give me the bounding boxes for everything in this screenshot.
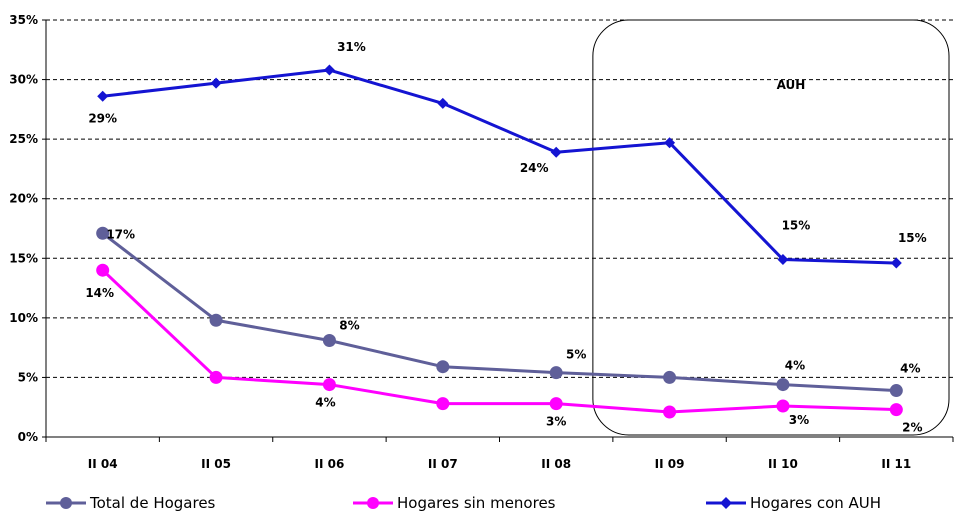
- legend-label-sin-menores: Hogares sin menores: [397, 494, 556, 512]
- data-point: [436, 397, 450, 411]
- legend-label-con-auh: Hogares con AUH: [750, 494, 882, 512]
- legend-item-con-auh: Hogares con AUH: [706, 494, 881, 512]
- data-point: [890, 257, 902, 269]
- y-tick-label: 25%: [9, 132, 38, 146]
- data-label: 8%: [339, 318, 359, 332]
- x-tick-label: II 05: [201, 457, 231, 471]
- legend-marker-circle-icon: [353, 497, 393, 509]
- auh-annotation: AUH: [592, 19, 950, 436]
- data-label: 24%: [520, 161, 549, 175]
- series-lines: [96, 64, 903, 419]
- data-point: [663, 370, 677, 384]
- data-point: [550, 146, 562, 158]
- data-label: 4%: [900, 362, 920, 376]
- data-label: 3%: [789, 413, 809, 427]
- grid-lines: [46, 19, 953, 378]
- data-point: [322, 378, 336, 392]
- data-point: [776, 378, 790, 392]
- data-point: [322, 333, 336, 347]
- x-tick-label: II 04: [88, 457, 118, 471]
- legend-item-sin-menores: Hogares sin menores: [353, 494, 555, 512]
- data-label: 15%: [782, 218, 811, 232]
- legend-marker-circle-icon: [46, 497, 86, 509]
- data-point: [96, 263, 110, 277]
- y-tick-label: 20%: [9, 192, 38, 206]
- data-point: [549, 397, 563, 411]
- data-point: [209, 313, 223, 327]
- data-label: 2%: [902, 421, 922, 435]
- data-label: 29%: [88, 111, 117, 125]
- data-point: [209, 370, 223, 384]
- data-label: 14%: [85, 286, 114, 300]
- data-point: [210, 77, 222, 89]
- data-point: [776, 399, 790, 413]
- data-label: 4%: [315, 396, 335, 410]
- legend-marker-diamond-icon: [706, 497, 746, 509]
- data-point: [664, 137, 676, 149]
- y-tick-label: 10%: [9, 311, 38, 325]
- data-point: [663, 405, 677, 419]
- data-point: [437, 97, 449, 109]
- data-label: 4%: [785, 359, 805, 373]
- legend-item-total: Total de Hogares: [46, 494, 215, 512]
- data-label: 31%: [337, 40, 366, 54]
- annotation-label: AUH: [777, 78, 806, 92]
- annotation-box: [592, 19, 950, 436]
- data-point: [889, 384, 903, 398]
- series-line: [101, 232, 897, 393]
- data-point: [549, 366, 563, 380]
- y-tick-label: 30%: [9, 73, 38, 87]
- line-chart: 0% 5% 10% 15% 20% 25% 30% 35% II 04 II 05 II 06 II …: [9, 13, 954, 471]
- axes: 0% 5% 10% 15% 20% 25% 30% 35% II 04 II 05 II 06 II …: [9, 13, 954, 471]
- y-tick-label: 15%: [9, 251, 38, 265]
- data-point: [97, 90, 109, 102]
- y-tick-label: 0%: [18, 430, 38, 444]
- data-label: 17%: [106, 227, 135, 241]
- x-tick-label: II 08: [541, 457, 571, 471]
- data-label: 15%: [898, 231, 927, 245]
- y-tick-label: 35%: [9, 13, 38, 27]
- data-label: 5%: [566, 348, 586, 362]
- data-point: [323, 64, 335, 76]
- x-tick-label: II 09: [655, 457, 685, 471]
- series-line: [101, 269, 897, 414]
- series-line: [102, 68, 897, 265]
- data-point: [436, 360, 450, 374]
- data-label: 3%: [546, 415, 566, 429]
- x-tick-label: II 06: [315, 457, 345, 471]
- x-tick-label: II 07: [428, 457, 458, 471]
- data-point: [777, 253, 789, 265]
- legend-label-total: Total de Hogares: [90, 494, 216, 512]
- data-point: [96, 226, 110, 240]
- y-tick-label: 5%: [18, 370, 38, 384]
- x-tick-label: II 11: [881, 457, 911, 471]
- x-tick-label: II 10: [768, 457, 798, 471]
- data-point: [889, 403, 903, 417]
- data-labels: 17% 8% 5% 4% 4% 14% 4% 3% 3% 2% 29% 31% 24% 15% 15%: [85, 40, 926, 435]
- legend: Total de Hogares Hogares sin menores Hog…: [0, 490, 967, 520]
